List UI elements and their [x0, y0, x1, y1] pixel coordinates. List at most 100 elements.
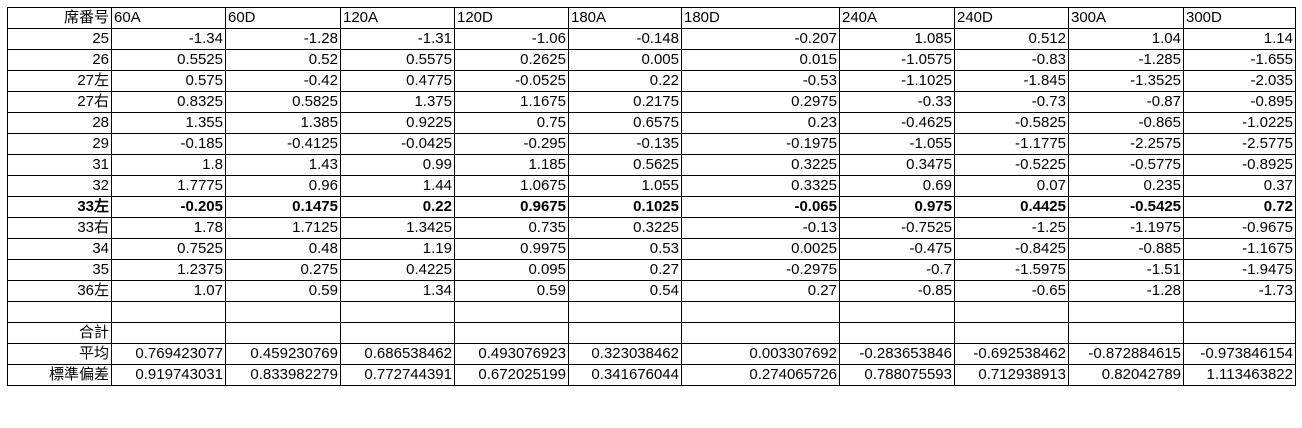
value-cell[interactable]: [340, 322, 455, 344]
value-cell[interactable]: -0.87: [1068, 91, 1184, 113]
value-cell[interactable]: 0.8325: [111, 91, 226, 113]
value-cell[interactable]: 0.512: [954, 28, 1069, 50]
value-cell[interactable]: [340, 301, 455, 323]
value-cell[interactable]: 1.07: [111, 280, 226, 302]
value-cell[interactable]: -0.475: [839, 238, 955, 260]
value-cell[interactable]: -1.845: [954, 70, 1069, 92]
value-cell[interactable]: 0.52: [225, 49, 341, 71]
value-cell[interactable]: [454, 322, 569, 344]
value-cell[interactable]: 0.2975: [681, 91, 840, 113]
row-label-cell[interactable]: 合計: [7, 322, 112, 344]
header-cell[interactable]: 180A: [568, 7, 682, 29]
value-cell[interactable]: -1.28: [1068, 280, 1184, 302]
value-cell[interactable]: 0.341676044: [568, 364, 682, 386]
value-cell[interactable]: 0.2625: [454, 49, 569, 71]
value-cell[interactable]: 0.3225: [681, 154, 840, 176]
value-cell[interactable]: 0.59: [454, 280, 569, 302]
value-cell[interactable]: -0.83: [954, 49, 1069, 71]
header-cell[interactable]: 120D: [454, 7, 569, 29]
value-cell[interactable]: [681, 322, 840, 344]
row-label-cell[interactable]: 33右: [7, 217, 112, 239]
row-label-cell[interactable]: 標準偏差: [7, 364, 112, 386]
value-cell[interactable]: 0.22: [340, 196, 455, 218]
header-cell[interactable]: 120A: [340, 7, 455, 29]
value-cell[interactable]: 0.003307692: [681, 343, 840, 365]
value-cell[interactable]: [839, 322, 955, 344]
value-cell[interactable]: 0.27: [681, 280, 840, 302]
value-cell[interactable]: 1.375: [340, 91, 455, 113]
value-cell[interactable]: -0.973846154: [1183, 343, 1296, 365]
value-cell[interactable]: 1.185: [454, 154, 569, 176]
value-cell[interactable]: -1.28: [225, 28, 341, 50]
value-cell[interactable]: -0.5425: [1068, 196, 1184, 218]
value-cell[interactable]: -0.872884615: [1068, 343, 1184, 365]
value-cell[interactable]: 1.055: [568, 175, 682, 197]
value-cell[interactable]: -0.13: [681, 217, 840, 239]
value-cell[interactable]: 0.3225: [568, 217, 682, 239]
value-cell[interactable]: -1.1025: [839, 70, 955, 92]
value-cell[interactable]: [1068, 301, 1184, 323]
value-cell[interactable]: -0.885: [1068, 238, 1184, 260]
value-cell[interactable]: -0.1975: [681, 133, 840, 155]
value-cell[interactable]: -0.9675: [1183, 217, 1296, 239]
value-cell[interactable]: 0.72: [1183, 196, 1296, 218]
value-cell[interactable]: [225, 301, 341, 323]
header-cell[interactable]: 240A: [839, 7, 955, 29]
value-cell[interactable]: 0.0025: [681, 238, 840, 260]
value-cell[interactable]: 0.769423077: [111, 343, 226, 365]
row-label-cell[interactable]: 平均: [7, 343, 112, 365]
value-cell[interactable]: 0.672025199: [454, 364, 569, 386]
value-cell[interactable]: -0.185: [111, 133, 226, 155]
value-cell[interactable]: -0.148: [568, 28, 682, 50]
value-cell[interactable]: 0.772744391: [340, 364, 455, 386]
value-cell[interactable]: 0.735: [454, 217, 569, 239]
row-label-cell[interactable]: 34: [7, 238, 112, 260]
row-label-cell[interactable]: 32: [7, 175, 112, 197]
value-cell[interactable]: 0.69: [839, 175, 955, 197]
row-label-cell[interactable]: [7, 301, 112, 323]
value-cell[interactable]: -0.5825: [954, 112, 1069, 134]
value-cell[interactable]: 0.575: [111, 70, 226, 92]
value-cell[interactable]: -1.06: [454, 28, 569, 50]
row-label-cell[interactable]: 28: [7, 112, 112, 134]
header-cell[interactable]: 60A: [111, 7, 226, 29]
value-cell[interactable]: 0.9675: [454, 196, 569, 218]
value-cell[interactable]: -1.31: [340, 28, 455, 50]
value-cell[interactable]: [1068, 322, 1184, 344]
value-cell[interactable]: -1.3525: [1068, 70, 1184, 92]
value-cell[interactable]: [568, 301, 682, 323]
value-cell[interactable]: 0.54: [568, 280, 682, 302]
value-cell[interactable]: 0.323038462: [568, 343, 682, 365]
value-cell[interactable]: 1.04: [1068, 28, 1184, 50]
value-cell[interactable]: 1.3425: [340, 217, 455, 239]
value-cell[interactable]: 0.4775: [340, 70, 455, 92]
value-cell[interactable]: -0.5225: [954, 154, 1069, 176]
value-cell[interactable]: 0.459230769: [225, 343, 341, 365]
value-cell[interactable]: -1.73: [1183, 280, 1296, 302]
value-cell[interactable]: [681, 301, 840, 323]
value-cell[interactable]: 0.59: [225, 280, 341, 302]
value-cell[interactable]: 0.82042789: [1068, 364, 1184, 386]
header-cell[interactable]: 180D: [681, 7, 840, 29]
row-label-cell[interactable]: 36左: [7, 280, 112, 302]
value-cell[interactable]: 0.686538462: [340, 343, 455, 365]
value-cell[interactable]: 1.385: [225, 112, 341, 134]
value-cell[interactable]: -0.5775: [1068, 154, 1184, 176]
value-cell[interactable]: -0.895: [1183, 91, 1296, 113]
value-cell[interactable]: -0.135: [568, 133, 682, 155]
value-cell[interactable]: 1.14: [1183, 28, 1296, 50]
row-label-cell[interactable]: 31: [7, 154, 112, 176]
row-label-cell[interactable]: 33左: [7, 196, 112, 218]
value-cell[interactable]: -1.285: [1068, 49, 1184, 71]
value-cell[interactable]: 0.1025: [568, 196, 682, 218]
header-cell[interactable]: 60D: [225, 7, 341, 29]
value-cell[interactable]: 1.113463822: [1183, 364, 1296, 386]
value-cell[interactable]: 1.7775: [111, 175, 226, 197]
value-cell[interactable]: 0.9975: [454, 238, 569, 260]
value-cell[interactable]: -0.065: [681, 196, 840, 218]
value-cell[interactable]: 0.7525: [111, 238, 226, 260]
value-cell[interactable]: 0.015: [681, 49, 840, 71]
value-cell[interactable]: 0.6575: [568, 112, 682, 134]
value-cell[interactable]: -2.2575: [1068, 133, 1184, 155]
value-cell[interactable]: 0.37: [1183, 175, 1296, 197]
